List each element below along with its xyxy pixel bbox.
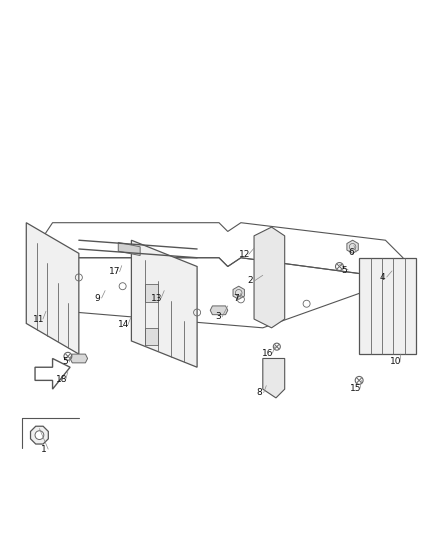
Text: 9: 9 <box>94 294 100 303</box>
Text: 13: 13 <box>151 294 162 303</box>
Polygon shape <box>263 359 285 398</box>
Text: 5: 5 <box>341 265 347 274</box>
Text: 18: 18 <box>56 375 67 384</box>
Polygon shape <box>359 258 416 354</box>
Text: 1: 1 <box>41 445 47 454</box>
Text: 8: 8 <box>256 388 262 397</box>
Text: 17: 17 <box>110 267 121 276</box>
Text: 2: 2 <box>248 276 253 285</box>
Text: 5: 5 <box>62 358 68 367</box>
Polygon shape <box>31 426 48 444</box>
Circle shape <box>35 431 44 440</box>
Text: 6: 6 <box>349 247 355 256</box>
Text: 4: 4 <box>380 272 385 281</box>
Polygon shape <box>210 306 228 314</box>
Polygon shape <box>26 223 79 354</box>
Text: 12: 12 <box>239 250 250 259</box>
Text: 14: 14 <box>118 320 129 329</box>
Polygon shape <box>118 243 140 255</box>
Polygon shape <box>145 284 158 302</box>
Text: 16: 16 <box>262 349 274 358</box>
Polygon shape <box>233 286 244 300</box>
Text: 10: 10 <box>390 358 401 367</box>
Text: 7: 7 <box>233 294 239 303</box>
Text: 3: 3 <box>215 312 221 321</box>
Polygon shape <box>347 240 358 253</box>
Text: 11: 11 <box>33 314 44 324</box>
Text: 15: 15 <box>350 384 361 393</box>
Polygon shape <box>254 227 285 328</box>
Polygon shape <box>70 354 88 363</box>
Polygon shape <box>145 328 158 345</box>
Polygon shape <box>131 240 197 367</box>
